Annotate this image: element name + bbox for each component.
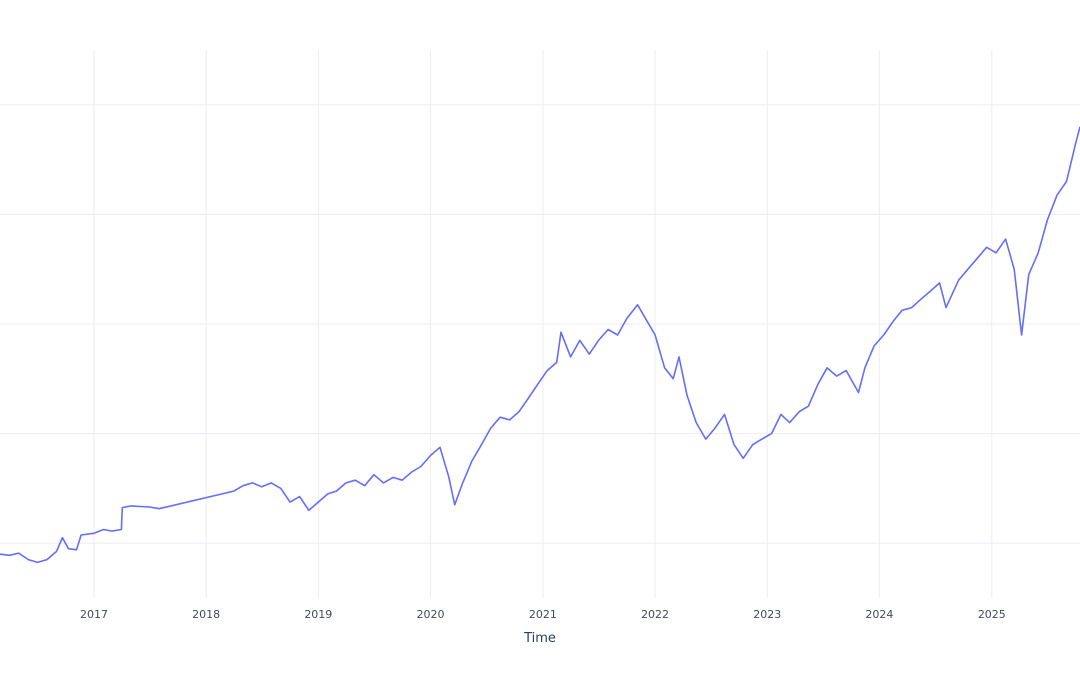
x-tick-label: 2017 xyxy=(80,608,108,621)
x-tick-label: 2024 xyxy=(865,608,893,621)
x-tick-label: 2022 xyxy=(641,608,669,621)
x-axis-ticks: 2017 2018 2019 2020 2021 2022 2023 2024 2025 xyxy=(80,608,1006,621)
x-tick-label: 2023 xyxy=(753,608,781,621)
x-tick-label: 2025 xyxy=(978,608,1006,621)
x-axis-title: Time xyxy=(523,631,556,646)
gridlines xyxy=(0,50,1080,598)
x-tick-label: 2019 xyxy=(304,608,332,621)
x-tick-label: 2018 xyxy=(192,608,220,621)
series-line xyxy=(0,126,1080,564)
x-tick-label: 2021 xyxy=(529,608,557,621)
x-tick-label: 2020 xyxy=(416,608,444,621)
series-layer xyxy=(0,126,1080,564)
